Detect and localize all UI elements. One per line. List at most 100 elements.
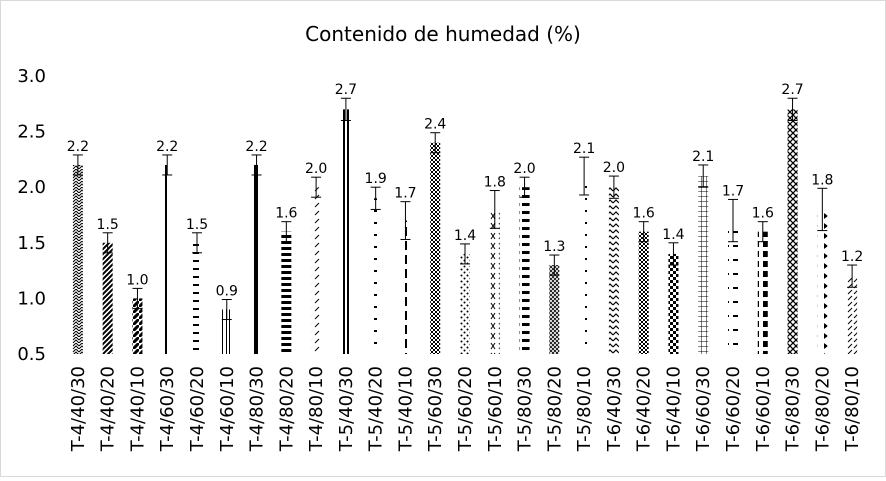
data-label: 2.1: [692, 149, 714, 165]
data-label: 2.7: [335, 82, 357, 98]
y-tick-label: 1.5: [17, 233, 46, 254]
data-label: 1.4: [662, 227, 684, 243]
error-bar: [787, 97, 798, 121]
error-bar: [400, 201, 411, 240]
bar: [489, 209, 500, 354]
bar: [698, 176, 709, 354]
x-axis-ticks: T-4/40/30 T-4/40/20 T-4/40/10 T-4/60/30 T-4/…: [68, 366, 863, 452]
bar: [132, 298, 143, 354]
error-bar: [340, 97, 351, 121]
x-tick-label: T-4/60/10: [217, 366, 238, 452]
x-tick-label: T-4/80/30: [247, 366, 268, 452]
bar: [668, 253, 679, 354]
data-label: 2.7: [781, 82, 803, 98]
error-bars: [72, 97, 858, 321]
data-label: 1.8: [484, 175, 506, 191]
bar: [519, 187, 530, 354]
error-bar: [549, 254, 560, 276]
data-labels: 2.2 1.5 1.0 2.2 1.5 0.9 2.2 1.6 2.0 2.7 1.9 1.7 2.4 1…: [67, 82, 863, 299]
x-tick-label: T-6/60/30: [693, 366, 714, 452]
bar: [638, 231, 649, 354]
bar: [311, 187, 322, 354]
bar: [281, 231, 292, 354]
data-label: 0.9: [216, 284, 238, 300]
error-bar: [608, 175, 619, 199]
bar: [192, 242, 202, 354]
x-tick-label: T-5/80/10: [574, 366, 595, 452]
bar: [251, 164, 262, 354]
bar: [400, 220, 411, 354]
x-tick-label: T-4/60/30: [157, 366, 178, 452]
data-label: 2.2: [245, 139, 267, 155]
x-tick-label: T-6/60/10: [753, 366, 774, 452]
x-tick-label: T-5/80/30: [515, 366, 536, 452]
data-label: 1.4: [454, 228, 476, 244]
chart-title: Contenido de humedad (%): [305, 22, 581, 46]
bars: [72, 109, 858, 354]
x-tick-label: T-6/40/30: [604, 366, 625, 452]
y-tick-label: 3.0: [17, 66, 46, 87]
error-bar: [221, 299, 232, 321]
data-label: 1.3: [543, 239, 565, 255]
x-tick-label: T-6/60/20: [723, 366, 744, 452]
x-tick-label: T-4/80/10: [306, 366, 327, 452]
bar: [787, 109, 798, 354]
bar: [72, 164, 83, 354]
data-label: 1.2: [841, 249, 863, 265]
data-label: 1.9: [365, 171, 387, 187]
x-tick-label: T-6/40/10: [663, 366, 684, 452]
bar: [102, 242, 113, 354]
bar: [549, 265, 560, 354]
bar: [430, 142, 441, 354]
x-tick-label: T-5/60/30: [425, 366, 446, 452]
x-tick-label: T-6/80/30: [783, 366, 804, 452]
bar: [370, 198, 381, 354]
x-tick-label: T-5/40/10: [395, 366, 416, 452]
x-tick-label: T-6/80/20: [812, 366, 833, 452]
x-tick-label: T-5/80/20: [544, 366, 565, 452]
error-bar: [102, 232, 113, 254]
bar: [847, 276, 858, 354]
error-bar: [519, 176, 530, 198]
error-bar: [757, 221, 768, 243]
data-label: 1.8: [811, 172, 833, 188]
data-label: 1.6: [633, 206, 655, 222]
bar: [221, 309, 232, 354]
data-label: 2.0: [305, 161, 327, 177]
error-bar: [489, 190, 500, 229]
data-label: 1.7: [722, 183, 744, 199]
bar: [162, 164, 173, 354]
error-bar: [817, 187, 828, 232]
bar: [460, 253, 470, 354]
data-label: 2.2: [156, 139, 178, 155]
x-tick-label: T-4/40/10: [127, 366, 148, 452]
x-tick-label: T-5/40/30: [336, 366, 357, 452]
data-label: 2.4: [424, 117, 446, 133]
error-bar: [251, 154, 262, 176]
error-bar: [847, 264, 858, 288]
bar: [608, 187, 619, 354]
error-bar: [668, 242, 679, 266]
error-bar: [460, 243, 470, 265]
y-tick-label: 0.5: [17, 344, 46, 365]
x-tick-label: T-4/60/20: [187, 366, 208, 452]
x-tick-label: T-5/60/10: [485, 366, 506, 452]
error-bar: [698, 164, 709, 188]
error-bar: [281, 221, 292, 243]
error-bar: [311, 176, 322, 198]
data-label: 2.0: [513, 161, 535, 177]
error-bar: [72, 154, 83, 176]
data-label: 1.7: [394, 186, 416, 202]
data-label: 2.2: [67, 139, 89, 155]
error-bar: [370, 186, 381, 210]
x-tick-label: T-5/40/20: [366, 366, 387, 452]
error-bar: [728, 198, 738, 243]
y-tick-label: 2.0: [17, 177, 46, 198]
x-tick-label: T-4/40/20: [98, 366, 119, 452]
data-label: 2.1: [573, 141, 595, 157]
bar: [817, 209, 828, 354]
y-tick-label: 2.5: [17, 122, 46, 143]
bar: [340, 109, 351, 354]
